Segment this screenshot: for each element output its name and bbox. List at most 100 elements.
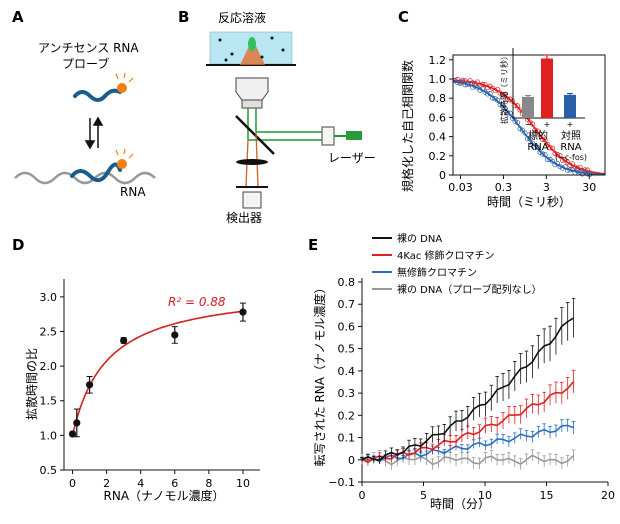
c-data-point [564,159,571,165]
e-ytick-label: −0.1 [328,476,355,489]
objective-body [241,99,263,109]
c-data-point [520,127,526,133]
inset-bars [522,54,576,118]
d-ylabel: 拡散時間の比 [24,348,39,420]
detector-box [242,191,262,209]
e-ytick-label: 0.8 [338,276,356,289]
panel-a-letter: A [12,8,24,26]
c-xtick-label: 3 [543,181,550,194]
panel-d: D 拡散時間の比 0.5 1.0 1.5 2.0 2.5 3.0 0 2 4 6 8 10 R² =… [12,236,260,503]
e-ytick-label: 0 [348,454,355,467]
e-ytick-label: 0.3 [338,387,356,400]
bound-probe-strand [70,162,122,183]
d-ytick-label: 2.0 [40,360,58,373]
e-ytick-label: 0.6 [338,320,356,333]
d-ytick-label: 1.5 [40,395,58,408]
d-ytick-label: 3.0 [40,291,58,304]
c-ytick-label: 0.8 [429,92,447,105]
inset-minus: − [525,120,532,129]
e-ytick-label: 0.1 [338,432,356,445]
d-point [73,419,81,427]
d-xtick-label: 0 [69,477,76,490]
c-data-point [539,151,546,157]
c-data-point [512,118,518,124]
equilibrium-arrows [84,116,104,150]
d-point [171,331,179,339]
panel-a: A アンチセンス RNA プローブ RNA [12,8,156,199]
inset-plus2: + [567,120,574,129]
c-y-axis: 0 0.2 0.4 0.6 0.8 1.0 1.2 [429,54,453,182]
focus-cone [240,44,265,65]
rna-label: RNA [120,185,146,199]
d-xtick-label: 6 [171,477,178,490]
panel-e-letter: E [308,236,318,254]
c-data-point [537,131,543,138]
c-ytick-label: 1.2 [429,54,447,67]
d-fit-path [71,310,247,436]
e-legend-label: 裸の DNA（プローブ配列なし） [397,283,542,296]
fluorescence-rays-bottom [115,148,134,159]
e-ylabel: 転写された RNA（ナノモル濃度） [312,282,327,467]
e-legend-label: 4Kac 修飾クロマチン [397,249,495,262]
c-inset: 拡散時間（ミリ秒） − + + 標的 RNA 対照 RNA (−c-fos) [499,48,587,162]
c-xtick-label: 30 [582,181,596,194]
c-ytick-label: 0.6 [429,111,447,124]
probe-fluorophore [117,83,127,93]
c-data-point [547,145,553,151]
c-ytick-label: 0.4 [429,131,447,144]
c-xtick-label: 0.03 [448,181,473,194]
e-x-axis: 0 5 10 15 20 [359,481,615,502]
c-curves [452,76,606,177]
e-legend-label: 無修飾クロマチン [397,266,477,279]
d-ytick-label: 2.5 [40,325,58,338]
e-xtick-label: 0 [359,489,366,502]
d-ytick-label: 0.5 [40,464,58,477]
inset-group2c: (−c-fos) [555,153,587,162]
d-xtick-label: 2 [103,477,110,490]
c-ylabel: 規格化した自己相関関数 [400,60,415,192]
e-ytick-label: 0.7 [338,298,356,311]
c-data-point [544,142,551,148]
c-fit-line [452,80,605,176]
c-data-point [492,96,498,102]
inset-ylabel: 拡散時間（ミリ秒） [499,52,509,124]
d-point [120,336,128,345]
inset-bar [522,97,534,118]
d-xtick-label: 10 [236,477,250,490]
sample-label: 反応溶液 [218,10,266,25]
excitation-beam [247,108,322,141]
e-ytick-label: 0.4 [338,365,356,378]
fluorescence-rays-top [115,72,134,83]
c-data-point [500,102,506,108]
d-point [85,381,94,389]
e-xtick-label: 15 [540,489,554,502]
objective-lens [235,77,269,101]
detector-label: 検出器 [226,211,262,225]
e-legend-label: 裸の DNA [397,232,442,245]
c-ytick-label: 1.0 [429,73,447,86]
r2-annotation: R² = 0.88 [168,295,226,309]
c-data-point [475,79,481,85]
c-fit-line [452,79,606,175]
inset-plus: + [544,120,551,129]
inset-group2b: RNA [560,142,581,153]
c-data-point [502,106,508,112]
probe-strand [73,88,122,102]
molecules [218,36,285,62]
e-xtick-label: 5 [420,489,427,502]
c-ytick-label: 0 [439,169,446,182]
c-data-point [522,130,528,136]
d-point [239,308,247,316]
panel-d-letter: D [12,236,24,254]
d-xlabel: RNA（ナノモル濃度） [104,488,225,503]
probe-label-line1: アンチセンス RNA [38,41,139,55]
e-xtick-label: 20 [601,489,615,502]
c-plot-frame [452,54,606,176]
panel-c: C 規格化した自己相関関数 00.20.40.60.81.01.2 0.03 0.… [398,8,606,209]
c-data-point [534,128,541,134]
panel-e: E 転写された RNA（ナノモル濃度） −0.1 0 0.1 0.2 0.3 0.4 0.5… [308,232,615,511]
probe-label-line2: プローブ [62,56,109,71]
c-data-point [500,91,506,97]
